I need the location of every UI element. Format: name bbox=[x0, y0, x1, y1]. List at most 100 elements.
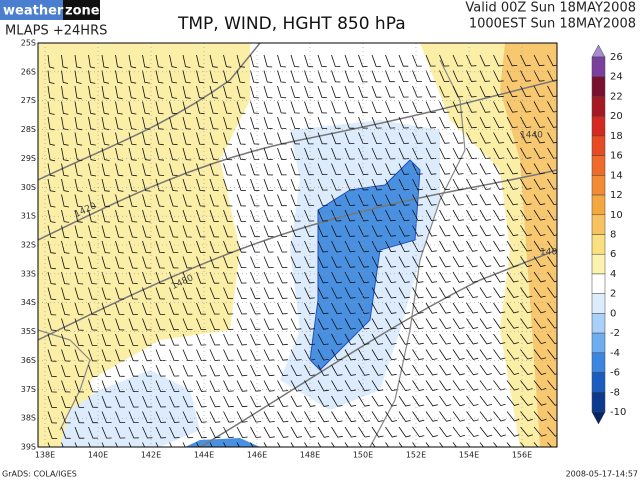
wind-barb bbox=[88, 178, 97, 192]
wind-barb bbox=[344, 101, 355, 114]
wind-barb bbox=[547, 240, 557, 252]
wind-barb bbox=[439, 380, 452, 391]
wind-barb bbox=[101, 209, 111, 223]
wind-barb bbox=[277, 163, 287, 176]
wind-barb bbox=[88, 70, 96, 84]
wind-barb bbox=[74, 380, 85, 393]
wind-barb bbox=[493, 287, 506, 298]
wind-barb bbox=[466, 101, 477, 113]
wind-barb bbox=[169, 380, 180, 392]
wind-barb bbox=[182, 302, 193, 315]
wind-barb bbox=[223, 411, 234, 423]
wind-barb bbox=[290, 85, 300, 99]
wind-barb bbox=[101, 395, 112, 408]
wind-barb bbox=[101, 163, 110, 177]
wind-barb bbox=[115, 349, 125, 362]
colorbar-swatch bbox=[591, 175, 606, 196]
wind-barb bbox=[277, 147, 287, 160]
lon-label: 146E bbox=[247, 451, 267, 460]
wind-barb bbox=[398, 116, 409, 129]
wind-barb bbox=[196, 85, 205, 99]
wind-barb bbox=[223, 364, 234, 377]
wind-barb bbox=[506, 70, 518, 82]
wind-barb bbox=[371, 209, 383, 222]
wind-barb bbox=[223, 70, 232, 84]
wind-barb bbox=[425, 209, 437, 222]
wind-barb bbox=[506, 271, 519, 283]
wind-barb bbox=[115, 302, 125, 315]
wind-barb bbox=[223, 132, 232, 145]
lat-label: 28S bbox=[21, 125, 36, 134]
wind-barb bbox=[412, 225, 424, 237]
wind-barb bbox=[304, 333, 316, 346]
wind-barb bbox=[520, 380, 533, 391]
wind-barb bbox=[101, 271, 111, 285]
wind-barb bbox=[398, 442, 403, 447]
colorbar-label: -8 bbox=[610, 387, 620, 398]
wind-barb bbox=[223, 163, 233, 176]
wind-barb bbox=[290, 163, 301, 176]
wind-barb bbox=[115, 318, 125, 331]
wind-barb bbox=[520, 209, 532, 221]
wind-barb bbox=[466, 225, 478, 237]
wind-barb bbox=[263, 101, 273, 114]
wind-barb bbox=[439, 302, 451, 314]
wind-barb bbox=[371, 132, 382, 145]
wind-barb bbox=[209, 442, 213, 447]
wind-barb bbox=[277, 178, 287, 191]
wind-barb bbox=[74, 240, 84, 254]
wind-barb bbox=[533, 101, 545, 113]
wind-barb bbox=[398, 287, 410, 299]
colorbar-label: 20 bbox=[610, 111, 623, 122]
wind-barb bbox=[277, 364, 289, 377]
colorbar-label: 14 bbox=[610, 170, 623, 181]
wind-barb bbox=[371, 70, 382, 83]
wind-barb bbox=[304, 302, 315, 315]
wind-barb bbox=[236, 147, 246, 161]
wind-barb bbox=[493, 426, 506, 437]
wind-barb bbox=[385, 318, 397, 330]
wind-barb bbox=[209, 302, 220, 315]
wind-barb bbox=[358, 70, 368, 83]
wind-barb bbox=[493, 240, 505, 252]
wind-barb bbox=[385, 426, 398, 438]
wind-barb bbox=[223, 225, 233, 238]
wind-barb bbox=[101, 364, 112, 377]
wind-barb bbox=[182, 225, 192, 238]
wind-barb bbox=[61, 349, 71, 362]
wind-barb bbox=[439, 442, 444, 447]
wind-barb bbox=[439, 194, 451, 206]
wind-barb bbox=[290, 442, 295, 447]
wind-barb bbox=[452, 395, 465, 407]
wind-barb bbox=[412, 364, 424, 376]
wind-barb bbox=[358, 54, 368, 67]
wind-barb bbox=[169, 194, 178, 207]
wind-barb bbox=[250, 318, 261, 330]
wind-barb bbox=[277, 209, 287, 222]
wind-barb bbox=[155, 271, 165, 284]
wind-barb bbox=[547, 380, 557, 391]
wind-barb bbox=[250, 178, 260, 191]
wind-barb bbox=[290, 333, 302, 346]
wind-barb bbox=[398, 380, 411, 392]
wind-barb bbox=[155, 85, 164, 99]
wind-barb bbox=[317, 240, 329, 253]
timestamp: 2008-05-17-14:57 bbox=[566, 470, 638, 479]
wind-barb bbox=[547, 318, 557, 329]
wind-barb bbox=[425, 70, 436, 83]
wind-barb bbox=[439, 163, 450, 175]
wind-barb bbox=[182, 442, 186, 447]
wind-barb bbox=[88, 163, 97, 177]
wind-barb bbox=[277, 85, 287, 99]
wind-barb bbox=[61, 147, 69, 162]
wind-barb bbox=[182, 240, 192, 253]
wind-barb bbox=[304, 287, 315, 299]
wind-barb bbox=[533, 349, 547, 360]
wind-barb bbox=[74, 442, 78, 447]
logo-text: weather bbox=[3, 4, 64, 19]
wind-barb bbox=[317, 101, 328, 114]
wind-barb bbox=[236, 256, 247, 268]
lat-label: 33S bbox=[21, 269, 36, 278]
wind-barb bbox=[452, 426, 466, 438]
wind-barb bbox=[344, 364, 357, 376]
